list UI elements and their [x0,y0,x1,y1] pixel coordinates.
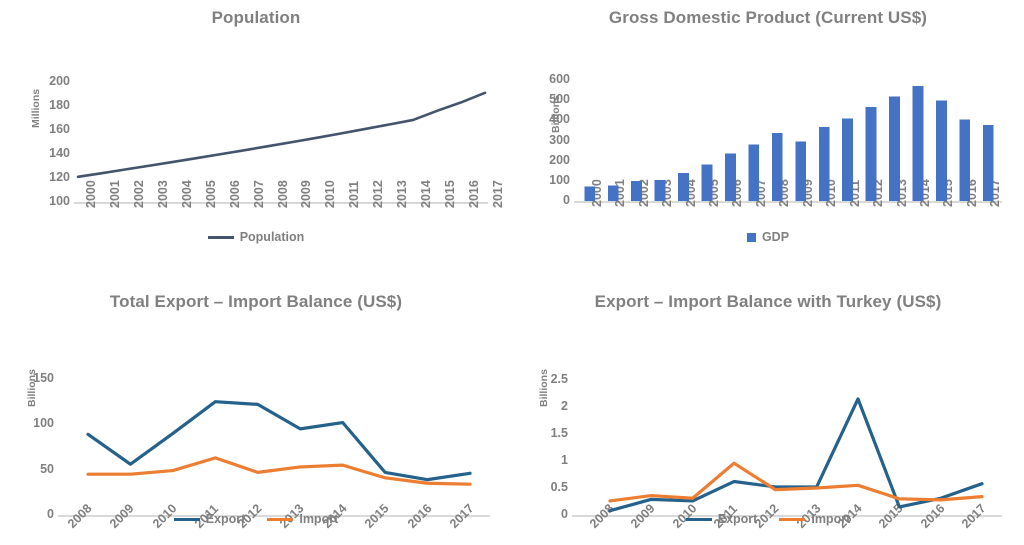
legend-label: Export [205,512,246,526]
y-axis-tick: 0 [563,193,570,207]
series-line-population [76,91,487,179]
chart-panel-total-trade-balance: Total Export – Import Balance (US$) Bill… [0,272,512,545]
y-axis-tick: 200 [49,74,70,88]
legend-label: GDP [761,230,790,244]
y-axis-tick: 1 [561,453,568,467]
chart-panel-gdp: Gross Domestic Product (Current US$) Bil… [512,0,1024,272]
legend-label: Population [239,230,305,244]
legend-item-population[interactable]: Population [207,230,305,244]
chart-title-total-trade-balance: Total Export – Import Balance (US$) [109,292,403,311]
y-axis-tick: 0 [47,507,54,521]
x-axis-line [58,515,490,517]
y-axis-tick: 120 [49,170,70,184]
y-axis-tick: 600 [549,72,570,86]
legend-gdp: GDP [512,230,1024,244]
chart-title-population: Population [211,8,301,27]
legend-label: Import [811,512,851,526]
chart-title-turkey-trade-balance: Export – Import Balance with Turkey (US$… [594,292,942,311]
y-axis-tick: 0 [561,507,568,521]
legend-swatch-line-icon [173,517,200,521]
series-lines-total-trade-balance [86,400,472,486]
y-axis-tick: 500 [549,92,570,107]
x-axis-line [574,201,1002,203]
y-axis-tick: 2.5 [550,372,568,386]
legend-item-import[interactable]: Import [267,512,338,526]
y-axis-tick: 150 [33,371,54,385]
series-bars-gdp [584,85,994,201]
legend-item-export[interactable]: Export [685,512,758,526]
y-axis-tick: 0.5 [550,480,568,494]
legend-item-export[interactable]: Export [173,512,246,526]
legend-item-gdp[interactable]: GDP [746,230,790,244]
legend-label: Export [717,512,758,526]
series-lines-turkey-trade-balance [608,397,984,513]
y-axis-tick: 2 [561,399,568,413]
y-axis-tick: 160 [49,122,70,136]
x-axis-line [572,515,1002,517]
y-axis-tick: 180 [49,98,70,112]
chart-panel-population: Population Millions 100 120 140 160 180 200 2… [0,0,512,272]
y-axis-tick: 100 [549,172,570,187]
y-axis-tick: 400 [549,112,570,127]
x-axis-line [74,202,488,204]
y-axis-tick: 50 [40,461,54,476]
legend-swatch-line-icon [267,517,294,521]
y-axis-tick: 140 [49,146,70,160]
y-axis-tick: 200 [549,152,570,167]
y-axis-tick: 1.5 [550,426,568,440]
chart-title-gdp: Gross Domestic Product (Current US$) [608,8,928,27]
y-axis-tick: 100 [33,416,54,431]
legend-item-import[interactable]: Import [779,512,850,526]
legend-total-trade-balance: Export Import [0,512,512,526]
legend-swatch-line-icon [779,517,806,521]
legend-label: Import [299,512,339,526]
legend-turkey-trade-balance: Export Import [512,512,1024,526]
legend-swatch-box-icon [746,232,756,242]
legend-swatch-line-icon [685,517,712,521]
y-axis-tick: 300 [549,132,570,147]
y-axis-tick: 100 [49,194,70,208]
legend-swatch-line-icon [207,235,234,239]
chart-panel-turkey-trade-balance: Export – Import Balance with Turkey (US$… [512,272,1024,545]
legend-population: Population [0,230,512,244]
